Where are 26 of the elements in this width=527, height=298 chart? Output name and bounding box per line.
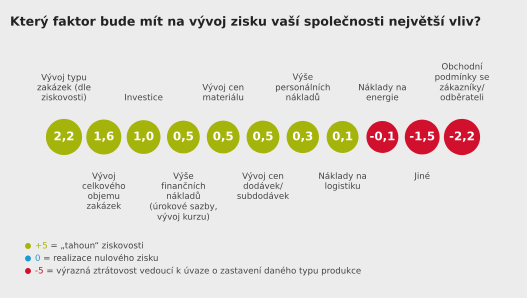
- category-label: Jiné: [414, 172, 430, 181]
- data-label: 0,5: [174, 131, 194, 142]
- category-label: Vývoj cen dodávek/ subdodávek: [237, 172, 290, 199]
- data-label: 0,1: [332, 131, 352, 142]
- category-label: Náklady na logistiku: [319, 172, 366, 191]
- data-label: -2,2: [450, 131, 474, 142]
- data-label: 1,0: [134, 131, 154, 142]
- category-label: Vývoj cen materiálu: [202, 83, 244, 100]
- data-label: -0,1: [370, 131, 394, 142]
- data-label: 2,2: [54, 131, 74, 142]
- data-label: -1,5: [410, 132, 434, 142]
- category-label: Obchodní podmínky se zákazníky/ odběrateli: [435, 62, 489, 100]
- category-label: Vývoj celkového objemu zakázek: [82, 172, 126, 209]
- text: +5 = „tahoun“ ziskovosti: [36, 242, 143, 250]
- category-label: Výše personálních nákladů: [276, 72, 330, 100]
- data-label: 0,5: [253, 131, 273, 142]
- text: Který faktor bude mít na vývoj zisku vaší společnosti největší vliv?: [11, 16, 480, 28]
- data-label: 0,5: [213, 131, 233, 142]
- category-label: Náklady na energie: [359, 83, 406, 102]
- data-label: 0,3: [292, 131, 312, 142]
- category-label: Investice: [125, 94, 162, 100]
- data-label: 1,6: [94, 132, 114, 142]
- category-label: Výše finančních nákladů (úrokové sazby, vývoj kurzu): [150, 172, 217, 222]
- text: 0 = realizace nulového zisku: [36, 254, 158, 261]
- category-label: Vývoj typu zakázek (dle ziskovosti): [37, 73, 91, 102]
- text: -5 = výrazná ztrátovost vedoucí k úvaze o zastavení daného typu produkce: [35, 266, 361, 276]
